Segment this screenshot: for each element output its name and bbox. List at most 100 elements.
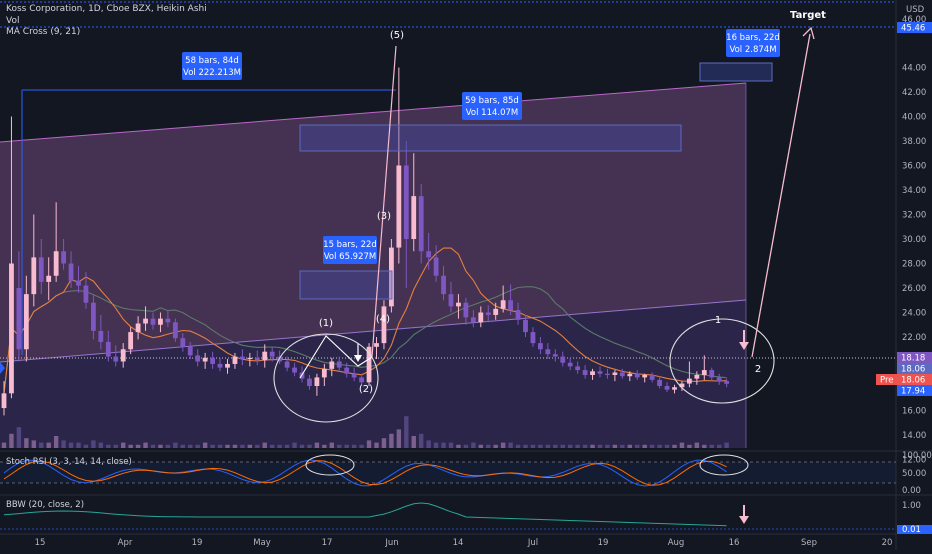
candle-body xyxy=(321,368,327,378)
bbw-label[interactable]: BBW (20, close, 2) xyxy=(6,500,85,510)
bbw-panel[interactable]: 1.00 0.01 xyxy=(0,501,932,535)
volume-bar xyxy=(46,442,51,448)
ma-cross-indicator-label[interactable]: MA Cross (9, 21) xyxy=(6,27,81,37)
stoch-circle-2 xyxy=(699,454,749,476)
candle-body xyxy=(150,318,156,325)
left-marker xyxy=(0,362,5,374)
volume-bar xyxy=(180,444,185,448)
volume-bar xyxy=(270,444,275,448)
volume-bar xyxy=(404,416,409,448)
y-tick-label: 30.00 xyxy=(902,235,926,245)
bbw-arrow-head xyxy=(739,516,749,524)
volume-bar xyxy=(419,433,424,448)
candle-body xyxy=(448,294,454,307)
volume-bar xyxy=(396,429,402,448)
currency-label: USD xyxy=(906,5,925,15)
volume-bar xyxy=(605,444,610,448)
candle-body xyxy=(336,361,342,368)
candle-body xyxy=(254,357,260,361)
candle-body xyxy=(180,338,186,347)
wave-2-label: (2) xyxy=(359,384,373,395)
volume-bar xyxy=(106,444,111,448)
volume-bar xyxy=(717,444,722,448)
second-price-tag xyxy=(897,363,932,374)
candle-body xyxy=(143,318,148,324)
stoch-rsi-panel[interactable]: 100.00 50.00 0.00 xyxy=(0,451,932,496)
candle-body xyxy=(575,366,581,371)
volume-bar xyxy=(493,444,498,448)
volume-bar xyxy=(672,444,677,448)
measure-label-2: 59 bars, 85d Vol 114.07M xyxy=(462,92,522,120)
volume-bar xyxy=(657,444,662,448)
candle-body xyxy=(232,356,238,364)
measure-label-4-bg xyxy=(726,29,780,57)
candle-body xyxy=(470,317,476,323)
volume-bar xyxy=(158,444,163,448)
volume-bar xyxy=(664,444,670,448)
drawing-layer: 58 bars, 84d Vol 222.213M 59 bars, 85d Vol … xyxy=(0,10,826,524)
candle-body xyxy=(694,374,700,379)
candle-body xyxy=(433,257,439,276)
volume-bar xyxy=(262,442,267,448)
price-axis[interactable] xyxy=(896,0,932,550)
candle-body xyxy=(403,165,409,239)
volume-bar xyxy=(83,444,89,448)
volume-bar xyxy=(389,433,394,448)
volume-bar xyxy=(679,442,685,448)
candle-body xyxy=(277,356,283,362)
candle-body xyxy=(552,354,558,357)
volume-bar xyxy=(486,444,491,448)
moving-average-layer xyxy=(3,247,727,394)
volume-bar xyxy=(463,444,469,448)
wave-5-label: (5) xyxy=(390,30,404,41)
chart-title: Koss Corporation, 1D, Cboe BZX, Heikin A… xyxy=(6,4,207,14)
y-tick-label: 36.00 xyxy=(902,162,926,172)
measure-label-4: 16 bars, 22d Vol 2.874M xyxy=(726,29,780,57)
candle-body xyxy=(247,357,253,360)
measure-label-1-line2: Vol 222.213M xyxy=(183,68,241,78)
low-price-text: 17.94 xyxy=(901,387,925,397)
target-arrow-head xyxy=(802,26,815,40)
volume-bar xyxy=(53,436,59,448)
x-tick-label: Jun xyxy=(384,538,398,548)
volume-bar xyxy=(366,440,372,448)
y-tick-label: 22.00 xyxy=(902,333,926,343)
stoch-rsi-label[interactable]: Stoch RSI (3, 3, 14, 14, close) xyxy=(6,457,132,467)
candle-body xyxy=(709,370,715,378)
volume-bar xyxy=(381,438,387,448)
pattern-circle-1 xyxy=(273,333,379,423)
measure-label-2-bg xyxy=(462,92,522,120)
volume-bar xyxy=(337,444,342,448)
volume-bar xyxy=(173,442,178,448)
x-tick-label: May xyxy=(253,538,271,548)
volume-bar xyxy=(329,442,334,448)
candle-body xyxy=(441,275,446,295)
volume-bar xyxy=(24,438,29,448)
stoch-circle-1 xyxy=(305,454,355,476)
resistance-zone-box xyxy=(299,124,682,152)
volume-bar xyxy=(627,444,632,448)
wave-12-lines xyxy=(299,335,373,379)
volume-bar xyxy=(76,442,81,448)
candle-body xyxy=(292,367,297,373)
volume-bar xyxy=(568,444,573,448)
volume-bar xyxy=(575,444,580,448)
candle-body xyxy=(508,300,513,311)
y-tick-label: 44.00 xyxy=(902,64,926,74)
volume-bar xyxy=(359,444,364,448)
volume-bar xyxy=(217,444,223,448)
volume-bar xyxy=(538,444,543,448)
x-tick-label: 14 xyxy=(453,538,464,548)
volume-indicator-label[interactable]: Vol xyxy=(6,16,20,26)
candle-layer xyxy=(1,67,730,416)
candle-body xyxy=(701,370,707,375)
measure-label-3-line2: Vol 65.927M xyxy=(324,252,377,262)
volume-bar xyxy=(344,444,349,448)
volume-bar xyxy=(694,442,700,448)
candle-body xyxy=(46,275,52,282)
volume-bar xyxy=(590,444,595,448)
candle-body xyxy=(523,319,528,333)
